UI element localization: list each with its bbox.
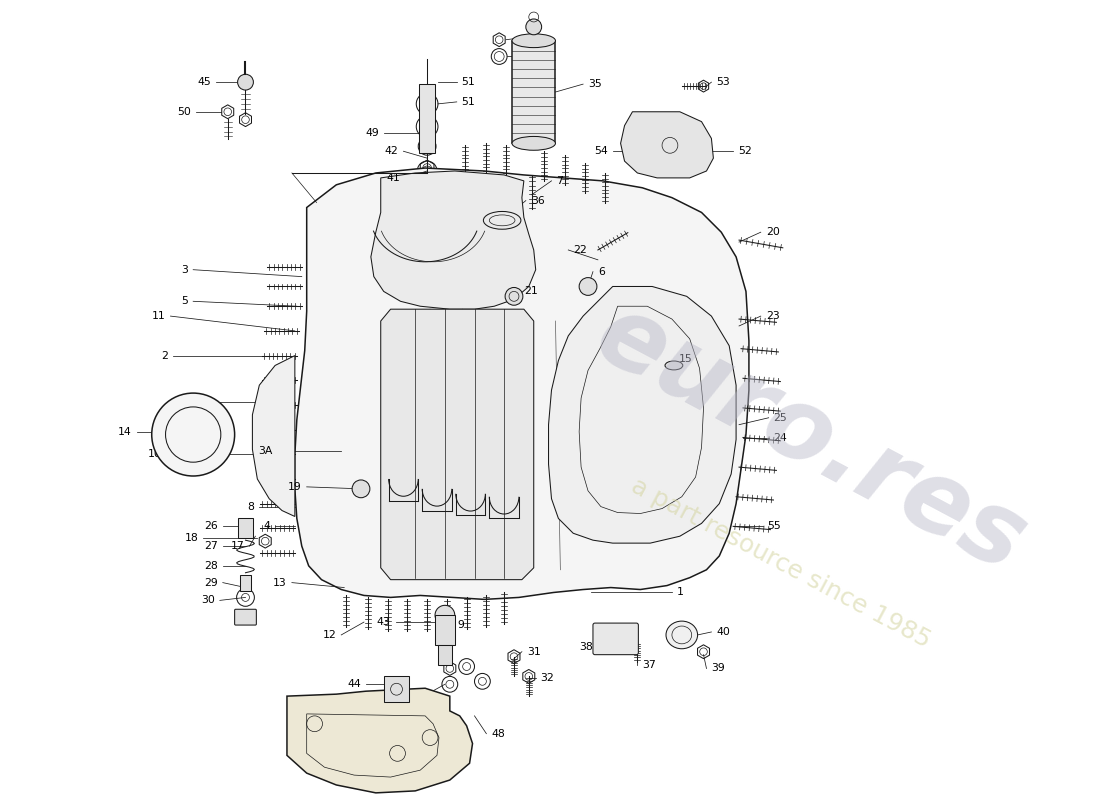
Polygon shape bbox=[371, 171, 536, 309]
Polygon shape bbox=[549, 286, 736, 543]
Text: 49: 49 bbox=[365, 129, 378, 138]
Text: 9: 9 bbox=[458, 620, 464, 630]
Ellipse shape bbox=[666, 621, 697, 649]
Text: 44: 44 bbox=[348, 679, 361, 690]
Text: 17: 17 bbox=[231, 541, 244, 551]
Ellipse shape bbox=[512, 137, 556, 150]
Text: 55: 55 bbox=[768, 522, 781, 531]
Text: 35: 35 bbox=[588, 79, 602, 89]
Text: 29: 29 bbox=[205, 578, 218, 588]
Bar bbox=[265, 398, 283, 407]
Text: 25: 25 bbox=[773, 413, 788, 422]
Text: 28: 28 bbox=[205, 561, 218, 571]
Text: 45: 45 bbox=[197, 77, 211, 87]
Bar bbox=[419, 84, 435, 154]
Text: 3: 3 bbox=[182, 265, 188, 274]
Text: 11: 11 bbox=[152, 311, 165, 321]
Text: 42: 42 bbox=[385, 146, 398, 156]
FancyBboxPatch shape bbox=[593, 623, 638, 654]
Text: 7: 7 bbox=[557, 176, 563, 186]
Text: 23: 23 bbox=[766, 311, 780, 321]
Text: 41: 41 bbox=[387, 173, 400, 183]
Text: 15: 15 bbox=[679, 354, 693, 363]
Text: 53: 53 bbox=[716, 77, 730, 87]
Polygon shape bbox=[287, 688, 473, 793]
Circle shape bbox=[526, 19, 541, 34]
Text: 13: 13 bbox=[273, 578, 287, 588]
Bar bbox=[512, 41, 556, 143]
Text: 34: 34 bbox=[527, 33, 540, 42]
Text: 31: 31 bbox=[527, 646, 540, 657]
Text: 2: 2 bbox=[162, 350, 168, 361]
Text: 3A: 3A bbox=[257, 446, 272, 456]
Text: 6: 6 bbox=[598, 266, 605, 277]
Text: 47: 47 bbox=[408, 689, 422, 699]
Text: 39: 39 bbox=[712, 663, 725, 674]
Text: 19: 19 bbox=[288, 482, 301, 492]
Text: 22: 22 bbox=[573, 245, 587, 255]
Circle shape bbox=[152, 393, 234, 476]
Text: 52: 52 bbox=[738, 146, 751, 156]
Text: 37: 37 bbox=[642, 659, 656, 670]
Text: 5: 5 bbox=[182, 296, 188, 306]
Text: 16: 16 bbox=[185, 397, 198, 407]
Circle shape bbox=[505, 287, 522, 306]
Text: 47: 47 bbox=[382, 709, 396, 719]
Text: 46: 46 bbox=[332, 733, 346, 742]
Text: 51: 51 bbox=[462, 77, 475, 87]
Text: 48: 48 bbox=[492, 729, 505, 738]
Text: 12: 12 bbox=[322, 630, 337, 640]
Text: 14: 14 bbox=[118, 426, 132, 437]
Text: 26: 26 bbox=[205, 522, 218, 531]
Polygon shape bbox=[620, 112, 714, 178]
Text: 27: 27 bbox=[205, 541, 218, 551]
Bar bbox=[438, 645, 452, 665]
Bar bbox=[384, 676, 409, 702]
Text: 50: 50 bbox=[177, 106, 191, 117]
Text: 40: 40 bbox=[716, 627, 730, 637]
Bar bbox=[434, 615, 454, 645]
Bar bbox=[240, 574, 252, 590]
Text: 36: 36 bbox=[531, 196, 544, 206]
FancyBboxPatch shape bbox=[234, 610, 256, 625]
Text: 54: 54 bbox=[594, 146, 608, 156]
Text: 18: 18 bbox=[185, 533, 198, 543]
Text: 21: 21 bbox=[524, 286, 538, 297]
Polygon shape bbox=[295, 168, 749, 599]
Ellipse shape bbox=[666, 361, 683, 370]
Circle shape bbox=[238, 74, 253, 90]
Text: euro.res: euro.res bbox=[579, 286, 1042, 593]
Circle shape bbox=[434, 606, 454, 625]
Text: 1: 1 bbox=[676, 587, 684, 598]
Text: 30: 30 bbox=[201, 595, 214, 606]
Polygon shape bbox=[252, 355, 295, 517]
Text: 4: 4 bbox=[263, 522, 271, 531]
Bar bbox=[238, 518, 253, 538]
Polygon shape bbox=[381, 309, 534, 580]
Text: 8: 8 bbox=[248, 502, 254, 512]
Ellipse shape bbox=[512, 34, 556, 48]
Circle shape bbox=[352, 480, 370, 498]
Text: 10: 10 bbox=[147, 450, 162, 459]
Text: 20: 20 bbox=[766, 227, 780, 237]
Text: 24: 24 bbox=[773, 433, 788, 442]
Text: 32: 32 bbox=[540, 674, 554, 683]
Text: 43: 43 bbox=[377, 617, 390, 627]
Text: a part resource since 1985: a part resource since 1985 bbox=[627, 474, 934, 652]
Circle shape bbox=[579, 278, 597, 295]
Text: 38: 38 bbox=[580, 642, 593, 652]
Text: 51: 51 bbox=[462, 97, 475, 107]
Text: 33: 33 bbox=[529, 51, 542, 62]
